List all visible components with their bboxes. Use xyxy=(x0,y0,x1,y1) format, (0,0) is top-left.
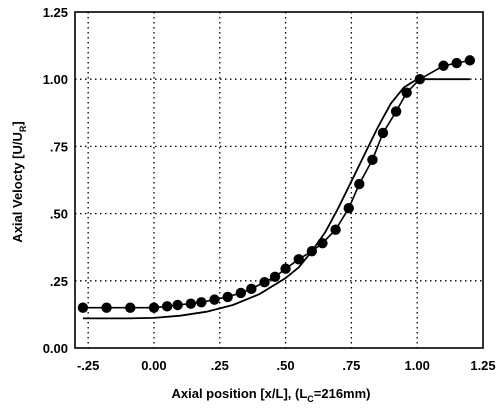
x-tick-label: .75 xyxy=(342,358,360,373)
data-point xyxy=(235,287,247,299)
data-point xyxy=(185,298,197,309)
series-group xyxy=(77,55,476,320)
data-point xyxy=(438,60,449,71)
data-point xyxy=(401,87,412,98)
data-point xyxy=(148,302,160,313)
data-point xyxy=(317,237,328,249)
y-tick-label: 0.00 xyxy=(43,341,68,356)
data-point xyxy=(196,297,207,308)
data-point xyxy=(367,154,378,166)
data-point xyxy=(246,283,257,295)
y-tick-label: .75 xyxy=(50,139,68,154)
data-point xyxy=(259,276,270,288)
data-point xyxy=(354,178,365,190)
data-point xyxy=(390,106,402,117)
data-point xyxy=(464,55,476,66)
data-point xyxy=(451,57,462,69)
x-tick-label: 0.00 xyxy=(141,358,166,373)
x-tick-label: 1.25 xyxy=(470,358,495,373)
x-tick-labels: -.25 0.00 .25 .50 .75 1.00 1.25 xyxy=(77,358,496,373)
grid xyxy=(75,12,483,348)
y-axis-label-subscript: R xyxy=(18,125,28,132)
y-tick-label: .50 xyxy=(50,207,68,222)
plot-frame xyxy=(74,11,484,349)
y-tick-label: 1.00 xyxy=(43,72,68,87)
data-point xyxy=(343,203,354,214)
data-point xyxy=(161,301,173,312)
y-axis-label: Axial Velocty [U/UR] xyxy=(10,121,28,242)
x-tick-label: 1.00 xyxy=(405,358,430,373)
y-tick-label: .25 xyxy=(50,274,68,289)
x-tick-label: -.25 xyxy=(77,358,99,373)
x-tick-label: .25 xyxy=(211,358,229,373)
x-axis-label: Axial position [x/L], (LC=216mm) xyxy=(171,386,370,404)
measured-series-line xyxy=(82,59,470,309)
model-series-line xyxy=(82,78,470,320)
data-point xyxy=(172,299,183,311)
x-axis-label-tail: =216mm) xyxy=(314,386,371,401)
data-point xyxy=(209,294,220,305)
data-point xyxy=(101,302,112,313)
data-point xyxy=(330,224,341,235)
data-point xyxy=(280,263,291,274)
x-axis-label-subscript: C xyxy=(307,394,314,404)
data-point xyxy=(377,127,389,139)
y-axis-label-text: Axial Velocty [U/U xyxy=(10,132,25,243)
y-tick-label: 1.25 xyxy=(43,5,68,20)
data-point xyxy=(293,254,304,265)
data-point xyxy=(222,291,233,303)
data-point xyxy=(125,302,136,313)
x-tick-label: .50 xyxy=(277,358,295,373)
data-point xyxy=(77,302,89,313)
data-point xyxy=(269,271,281,282)
y-axis-label-tail: ] xyxy=(10,121,25,125)
x-axis-label-text: Axial position [x/L], (L xyxy=(171,386,307,401)
y-tick-labels: 0.00 .25 .50 .75 1.00 1.25 xyxy=(43,5,68,356)
